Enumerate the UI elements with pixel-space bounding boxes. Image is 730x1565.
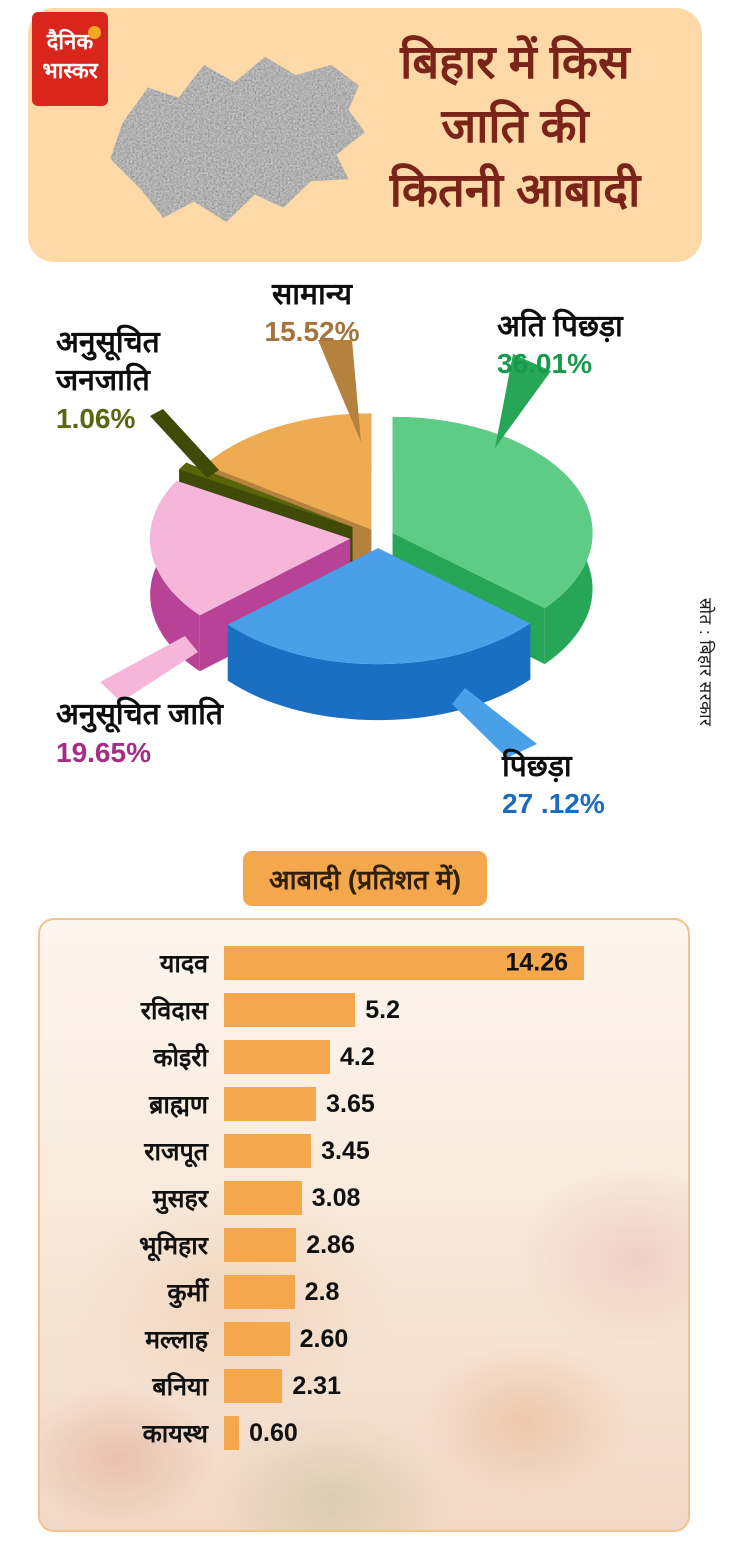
bar — [224, 1322, 290, 1356]
bar — [224, 1369, 283, 1403]
bar — [224, 1181, 302, 1215]
pie-slice-top-0 — [392, 416, 593, 609]
bar-category-label: मल्लाह — [145, 1326, 208, 1354]
bar-row: कोइरी 4.2 — [40, 1040, 688, 1074]
bar-value-label: 3.08 — [311, 1183, 361, 1212]
pie-chart — [100, 340, 593, 758]
source-note: स्रोत : बिहार सरकार — [696, 598, 715, 727]
pie-slice-wall-1 — [227, 623, 531, 721]
bar-value-label: 2.8 — [304, 1277, 340, 1306]
page-title-line1: बिहार में किस — [400, 35, 630, 88]
bar-row: कुर्मी 2.8 — [40, 1275, 688, 1309]
bar-category-label: यादव — [159, 950, 208, 978]
bar: 14.26 — [224, 946, 584, 980]
bar — [224, 1275, 295, 1309]
bar-category-label: कायस्थ — [142, 1420, 208, 1448]
pie-label-ati-pichhda: अति पिछड़ा 36.01% — [497, 310, 623, 380]
bar-chart: यादव 14.26 रविदास 5.2 कोइरी 4.2 ब्राह्मण 3.65 रा… — [40, 946, 688, 1463]
pie-callout-arrow-4 — [318, 340, 361, 442]
bar-category-label: राजपूत — [144, 1138, 208, 1166]
bar-row: भूमिहार 2.86 — [40, 1228, 688, 1262]
pie-slice-top-4 — [205, 413, 372, 530]
pie-callout-arrow-2 — [100, 636, 198, 702]
bar-row: रविदास 5.2 — [40, 993, 688, 1027]
bar-category-label: कोइरी — [153, 1044, 208, 1072]
brand-sun-icon — [88, 26, 101, 39]
bar-chart-panel: यादव 14.26 रविदास 5.2 कोइरी 4.2 ब्राह्मण 3.65 रा… — [38, 918, 690, 1532]
pie-callout-arrow-3 — [150, 409, 219, 478]
bar-value-label: 3.65 — [326, 1089, 375, 1118]
bar — [224, 1416, 240, 1450]
bar-category-label: मुसहर — [152, 1185, 208, 1213]
bar-value-label: 14.26 — [505, 948, 568, 977]
bar-row: यादव 14.26 — [40, 946, 688, 980]
pie-label-samanya: सामान्य 15.52% — [264, 278, 360, 348]
pie-callout-arrow-1 — [452, 688, 537, 758]
bar-row: मल्लाह 2.60 — [40, 1322, 688, 1356]
pie-label-anusuchit-janjati: अनुसूचित जनजाति 1.06% — [56, 326, 160, 434]
bar-row: ब्राह्मण 3.65 — [40, 1087, 688, 1121]
pie-callout-arrow-0 — [495, 354, 551, 448]
bar-row: मुसहर 3.08 — [40, 1181, 688, 1215]
bar-value-label: 0.60 — [249, 1418, 298, 1447]
bar-value-label: 3.45 — [321, 1136, 370, 1165]
bar-value-label: 5.2 — [365, 995, 401, 1024]
brand-logo-line2: भास्कर — [42, 57, 98, 83]
pie-label-anusuchit-jati: अनुसूचित जाति 19.65% — [56, 698, 224, 769]
bar-value-label: 2.31 — [292, 1371, 341, 1400]
bar — [224, 1134, 312, 1168]
bar-category-label: बनिया — [152, 1373, 208, 1401]
page-title: बिहार में किस जाति की कितनी आबादी — [330, 30, 700, 222]
bar — [224, 1087, 317, 1121]
bar — [224, 1040, 331, 1074]
bar-row: बनिया 2.31 — [40, 1369, 688, 1403]
brand-logo: दैनिक भास्कर — [32, 12, 108, 106]
bar-value-label: 4.2 — [340, 1042, 375, 1071]
pie-slice-top-3 — [179, 462, 353, 528]
bar-value-label: 2.60 — [299, 1324, 349, 1353]
section-label: आबादी (प्रतिशत में) — [243, 851, 487, 906]
bar — [224, 1228, 297, 1262]
page-title-line2: जाति की — [441, 98, 589, 152]
bar-value-label: 2.86 — [306, 1230, 355, 1259]
bar — [224, 993, 356, 1027]
pie-label-pichhda: पिछड़ा 27 .12% — [502, 750, 605, 820]
bar-category-label: भूमिहार — [139, 1232, 208, 1260]
bar-category-label: ब्राह्मण — [149, 1091, 208, 1119]
bar-row: राजपूत 3.45 — [40, 1134, 688, 1168]
page-title-line3: कितनी आबादी — [389, 162, 641, 216]
pie-slice-top-2 — [150, 480, 351, 616]
bar-category-label: रविदास — [140, 997, 208, 1025]
bar-category-label: कुर्मी — [167, 1279, 208, 1307]
bihar-map-crowd-image — [110, 56, 365, 222]
brand-logo-line1: दैनिक — [46, 29, 94, 54]
pie-slice-top-1 — [227, 548, 531, 665]
bar-row: कायस्थ 0.60 — [40, 1416, 688, 1450]
